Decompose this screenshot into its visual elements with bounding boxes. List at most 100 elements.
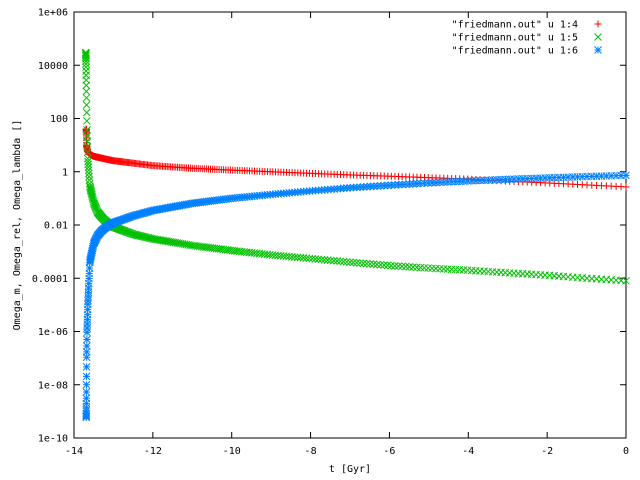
series-3-point xyxy=(82,342,91,350)
series-1-point xyxy=(622,183,630,191)
series-2-point xyxy=(394,262,403,270)
series-2-point xyxy=(352,258,361,267)
series-2-point xyxy=(144,234,153,242)
series-2-point xyxy=(82,81,91,90)
series-3-point xyxy=(622,171,630,180)
series-2-point xyxy=(362,259,371,268)
series-2-point xyxy=(85,169,93,178)
series-2-point xyxy=(346,258,354,267)
series-2-point xyxy=(302,254,311,263)
series-2-point xyxy=(84,166,93,175)
y-tick-label: 1e-08 xyxy=(38,380,68,391)
series-2-point xyxy=(359,259,368,268)
series-3-point xyxy=(82,380,91,389)
x-tick-label: -2 xyxy=(541,446,553,457)
series-2-point xyxy=(369,260,378,269)
series-2-point xyxy=(88,190,96,199)
legend-label: "friedmann.out" u 1:4 xyxy=(452,20,578,31)
series-2-point xyxy=(153,235,162,244)
series-2-point xyxy=(336,257,345,266)
series-2-point xyxy=(87,187,96,196)
series-2-point xyxy=(305,254,314,263)
series-2-point xyxy=(83,126,91,134)
series-2-point xyxy=(86,186,95,195)
series-2-point xyxy=(82,63,90,72)
series-2-point xyxy=(339,257,348,266)
series-3 xyxy=(82,171,630,422)
x-tick-label: -10 xyxy=(223,446,241,457)
series-2-point xyxy=(390,262,399,270)
series-3-point xyxy=(82,363,91,371)
series-2-point xyxy=(398,262,406,271)
series-2-point xyxy=(314,255,323,264)
series-2-point xyxy=(84,163,93,171)
legend-marker xyxy=(594,46,602,54)
series-3-point xyxy=(82,372,91,381)
y-tick-label: 10000 xyxy=(38,61,68,72)
y-tick-label: 1e-10 xyxy=(38,434,68,445)
x-tick-label: -8 xyxy=(305,446,317,457)
x-tick-label: -4 xyxy=(462,446,474,457)
series-2-point xyxy=(349,258,358,267)
series-2-point xyxy=(82,101,91,109)
series-2-point xyxy=(308,254,317,263)
series-2-point xyxy=(366,260,375,268)
x-tick-label: -12 xyxy=(144,446,162,457)
y-axis-ticks: 1e-10 1e-08 1e-06 0.0001 0.01 1 100 10000 1e+06 xyxy=(32,8,626,445)
series-2-point xyxy=(320,255,329,264)
x-tick-label: -6 xyxy=(383,446,395,457)
series-2-point xyxy=(405,262,414,271)
series-3-point xyxy=(82,394,91,403)
series-2-point xyxy=(376,260,385,269)
series-2-point xyxy=(87,189,96,197)
series-2-point xyxy=(330,256,338,265)
series-2-point xyxy=(82,60,90,68)
series-3-point xyxy=(394,180,403,189)
y-tick-label: 1e+06 xyxy=(38,8,68,19)
series-3-point xyxy=(82,348,91,356)
series-3-point xyxy=(472,176,480,185)
series-2-point xyxy=(323,256,332,264)
x-axis-ticks: -14 -12 -10 -8 -6 -4 -2 0 xyxy=(65,12,629,457)
y-tick-label: 1e-06 xyxy=(38,327,68,338)
legend: "friedmann.out" u 1:4 "friedmann.out" u 1… xyxy=(452,20,602,57)
legend-marker xyxy=(594,20,602,28)
y-tick-label: 0.01 xyxy=(44,221,68,232)
series-2-point xyxy=(82,51,90,60)
x-tick-label: 0 xyxy=(623,446,629,457)
x-tick-label: -14 xyxy=(65,446,83,457)
y-tick-label: 0.0001 xyxy=(32,274,68,285)
series-2-point xyxy=(326,256,335,265)
series-2-point xyxy=(82,87,91,96)
x-axis-label: t [Gyr] xyxy=(329,464,371,475)
series-2-point xyxy=(356,259,364,267)
series-2-point xyxy=(82,93,91,102)
series-2-point xyxy=(342,258,351,266)
series-2-point xyxy=(82,117,91,125)
series-1 xyxy=(82,125,630,191)
series-3-point xyxy=(428,178,436,187)
series-2-point xyxy=(333,257,341,265)
series-2-point xyxy=(83,148,92,157)
series-2-point xyxy=(401,262,410,271)
legend-label: "friedmann.out" u 1:5 xyxy=(452,33,578,44)
series-2-point xyxy=(84,160,93,169)
series-2-point xyxy=(317,255,326,264)
series-3-point xyxy=(391,181,399,189)
series-2-point xyxy=(85,176,94,185)
series-2-point xyxy=(622,276,630,285)
series-2-point xyxy=(82,108,91,117)
series-2-point xyxy=(85,172,93,181)
series-2-point xyxy=(82,57,90,65)
series-layer xyxy=(81,48,630,422)
legend-label: "friedmann.out" u 1:6 xyxy=(452,46,578,57)
y-tick-label: 1 xyxy=(62,167,68,178)
series-2-point xyxy=(373,260,381,269)
series-2-point xyxy=(311,255,320,263)
legend-marker xyxy=(594,33,602,41)
series-2-point xyxy=(83,142,92,151)
series-2-point xyxy=(380,261,388,269)
series-2-point xyxy=(387,261,396,270)
